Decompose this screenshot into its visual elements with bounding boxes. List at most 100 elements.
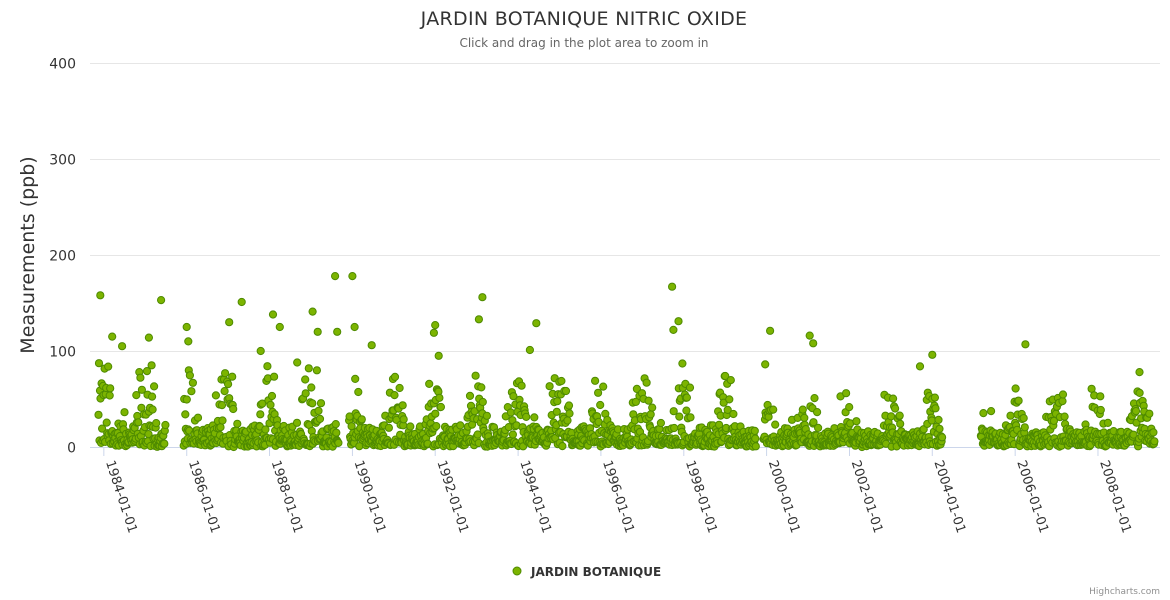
data-point[interactable]: [814, 423, 823, 432]
data-point[interactable]: [563, 416, 572, 425]
data-point[interactable]: [938, 433, 947, 442]
data-point[interactable]: [258, 399, 267, 408]
data-point[interactable]: [809, 418, 818, 427]
data-point[interactable]: [431, 409, 440, 418]
data-point[interactable]: [644, 396, 653, 405]
data-point[interactable]: [810, 394, 819, 403]
data-point[interactable]: [224, 380, 233, 389]
data-point[interactable]: [1014, 396, 1023, 405]
data-point[interactable]: [685, 383, 695, 392]
data-point-peak[interactable]: [674, 317, 683, 326]
data-point[interactable]: [530, 413, 539, 422]
data-point[interactable]: [261, 425, 270, 434]
data-point-peak[interactable]: [144, 333, 153, 342]
data-point[interactable]: [256, 410, 265, 419]
data-point-peak[interactable]: [478, 293, 487, 302]
data-point[interactable]: [436, 402, 445, 412]
data-point[interactable]: [725, 395, 734, 404]
data-point[interactable]: [314, 406, 323, 415]
data-point[interactable]: [517, 381, 526, 390]
data-point-peak[interactable]: [308, 307, 317, 316]
data-point-peak[interactable]: [1021, 340, 1030, 349]
data-point[interactable]: [896, 419, 905, 428]
data-point-peak[interactable]: [532, 319, 541, 328]
data-point-peak[interactable]: [474, 315, 483, 324]
data-point[interactable]: [134, 418, 143, 427]
data-point[interactable]: [596, 400, 605, 410]
data-point[interactable]: [1058, 397, 1067, 406]
data-point[interactable]: [934, 415, 943, 424]
data-point[interactable]: [558, 442, 567, 451]
data-point[interactable]: [104, 362, 113, 371]
data-point[interactable]: [150, 382, 159, 391]
data-point[interactable]: [506, 408, 515, 417]
data-point[interactable]: [552, 407, 561, 416]
data-point[interactable]: [229, 404, 238, 414]
data-point[interactable]: [351, 374, 360, 383]
data-point[interactable]: [304, 364, 313, 373]
data-point[interactable]: [1096, 392, 1105, 401]
data-point[interactable]: [432, 422, 441, 431]
data-point[interactable]: [1129, 430, 1138, 439]
data-point[interactable]: [187, 387, 196, 396]
data-point[interactable]: [1135, 388, 1144, 397]
data-point-peak[interactable]: [805, 331, 814, 340]
data-point-peak[interactable]: [669, 325, 678, 334]
data-point[interactable]: [332, 428, 341, 437]
data-point[interactable]: [1019, 414, 1028, 423]
data-point[interactable]: [316, 399, 326, 408]
data-point[interactable]: [599, 382, 608, 391]
data-point[interactable]: [1058, 390, 1068, 399]
data-point[interactable]: [987, 407, 996, 416]
data-point[interactable]: [132, 391, 141, 400]
data-point[interactable]: [670, 423, 679, 433]
data-point[interactable]: [726, 376, 735, 385]
data-point[interactable]: [465, 391, 475, 400]
data-point[interactable]: [842, 389, 851, 398]
data-point-peak[interactable]: [256, 346, 265, 356]
data-point[interactable]: [267, 391, 277, 401]
data-point[interactable]: [632, 384, 642, 393]
data-point[interactable]: [384, 423, 393, 432]
data-point[interactable]: [147, 361, 156, 370]
data-point-peak[interactable]: [182, 322, 191, 332]
data-point[interactable]: [315, 414, 325, 423]
data-point[interactable]: [682, 406, 691, 415]
data-point-peak[interactable]: [157, 296, 166, 305]
data-point[interactable]: [682, 393, 692, 402]
data-point[interactable]: [477, 383, 486, 392]
data-point[interactable]: [1060, 412, 1069, 421]
data-point[interactable]: [930, 393, 940, 402]
data-point[interactable]: [301, 375, 310, 384]
data-point[interactable]: [721, 371, 730, 381]
data-point[interactable]: [263, 362, 272, 371]
data-point[interactable]: [723, 405, 732, 414]
data-point[interactable]: [769, 405, 778, 414]
data-point[interactable]: [399, 415, 408, 424]
data-point[interactable]: [136, 373, 145, 382]
data-point[interactable]: [137, 385, 146, 394]
data-point[interactable]: [354, 387, 363, 397]
plot-area[interactable]: [94, 272, 1159, 452]
data-point[interactable]: [106, 384, 115, 393]
data-point[interactable]: [1103, 418, 1113, 427]
data-point[interactable]: [334, 438, 343, 447]
data-point[interactable]: [508, 430, 518, 439]
data-point-peak[interactable]: [96, 291, 105, 300]
data-point[interactable]: [751, 434, 760, 443]
data-point[interactable]: [545, 382, 554, 391]
data-point-peak[interactable]: [331, 272, 340, 281]
data-point[interactable]: [1020, 423, 1029, 432]
data-point[interactable]: [889, 394, 898, 403]
data-point[interactable]: [771, 420, 780, 429]
data-point[interactable]: [1011, 384, 1020, 393]
data-point[interactable]: [1149, 428, 1158, 437]
data-point[interactable]: [729, 409, 738, 419]
data-point[interactable]: [181, 410, 190, 419]
legend-label[interactable]: JARDIN BOTANIQUE: [530, 565, 661, 579]
data-point[interactable]: [646, 410, 655, 419]
data-point[interactable]: [357, 415, 366, 424]
data-point[interactable]: [182, 395, 191, 404]
data-point[interactable]: [148, 392, 157, 401]
